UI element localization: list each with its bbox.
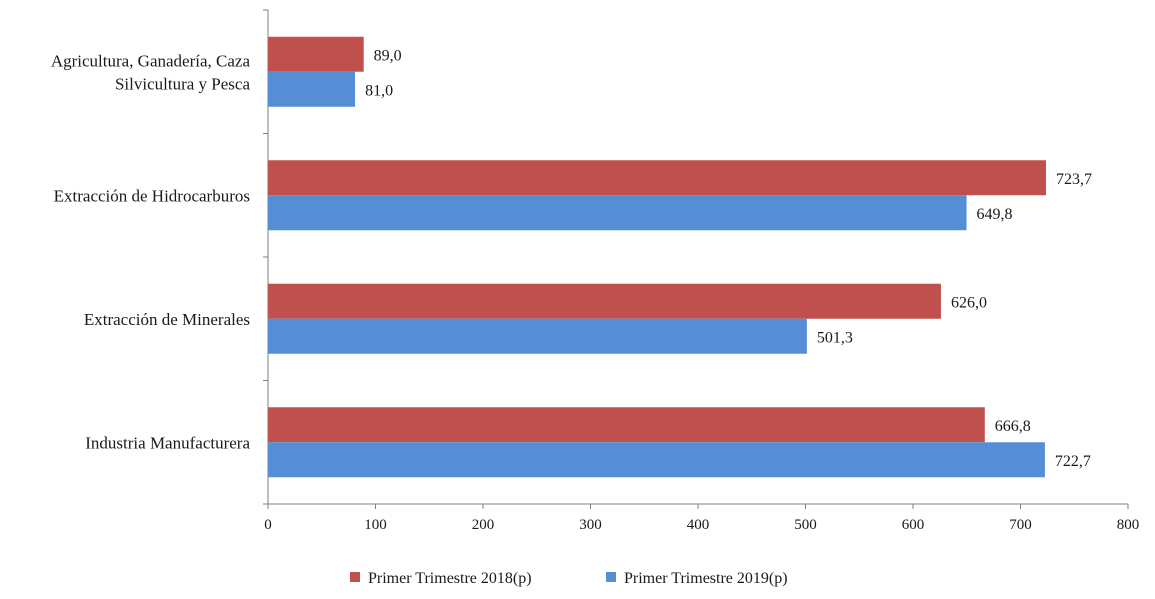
- data-label: 81,0: [365, 82, 393, 99]
- legend-swatch-2: [606, 572, 616, 582]
- x-tick-label: 500: [794, 517, 817, 533]
- bar-series-2: [268, 318, 807, 354]
- chart-category-labels: Agricultura, Ganadería, Caza Silvicultura…: [51, 51, 251, 452]
- category-label: Extracción de Minerales: [84, 310, 250, 329]
- x-tick-label: 200: [472, 517, 495, 533]
- bar-series-1: [268, 160, 1046, 196]
- bar-series-2: [268, 71, 356, 107]
- legend-label: Primer Trimestre 2018(p): [368, 570, 532, 587]
- x-tick-label: 100: [364, 517, 387, 533]
- legend-swatch-1: [350, 572, 360, 582]
- x-tick-label: 600: [902, 517, 925, 533]
- x-tick-label: 0: [264, 517, 272, 533]
- bar-series-2: [268, 195, 967, 231]
- x-tick-label: 300: [579, 517, 602, 533]
- bar-series-1: [268, 407, 985, 443]
- x-tick-label: 800: [1117, 517, 1140, 533]
- chart-bars: [268, 36, 1046, 478]
- bar-series-2: [268, 442, 1045, 478]
- category-label: Silvicultura y Pesca: [115, 74, 250, 93]
- category-label: Industria Manufacturera: [85, 433, 250, 452]
- x-tick-label: 400: [687, 517, 710, 533]
- category-label: Extracción de Hidrocarburos: [54, 186, 250, 205]
- legend-label: Primer Trimestre 2019(p): [624, 570, 788, 587]
- data-label: 501,3: [817, 329, 853, 346]
- bar-series-1: [268, 36, 364, 72]
- chart-legend: Primer Trimestre 2018(p) Primer Trimestre…: [350, 570, 788, 587]
- category-label: Agricultura, Ganadería, Caza: [51, 51, 251, 70]
- chart-tick-labels: 0 100 200 300 400 500 600 700 800: [264, 517, 1139, 533]
- data-label: 626,0: [951, 294, 987, 311]
- data-label: 649,8: [977, 206, 1013, 223]
- data-label: 666,8: [995, 418, 1031, 435]
- data-label: 89,0: [374, 47, 402, 64]
- x-tick-label: 700: [1009, 517, 1032, 533]
- chart-value-labels: 89,0 81,0 723,7 649,8 626,0 501,3 666,8 722,7: [365, 47, 1092, 470]
- data-label: 722,7: [1055, 453, 1091, 470]
- data-label: 723,7: [1056, 171, 1092, 188]
- bar-series-1: [268, 283, 941, 319]
